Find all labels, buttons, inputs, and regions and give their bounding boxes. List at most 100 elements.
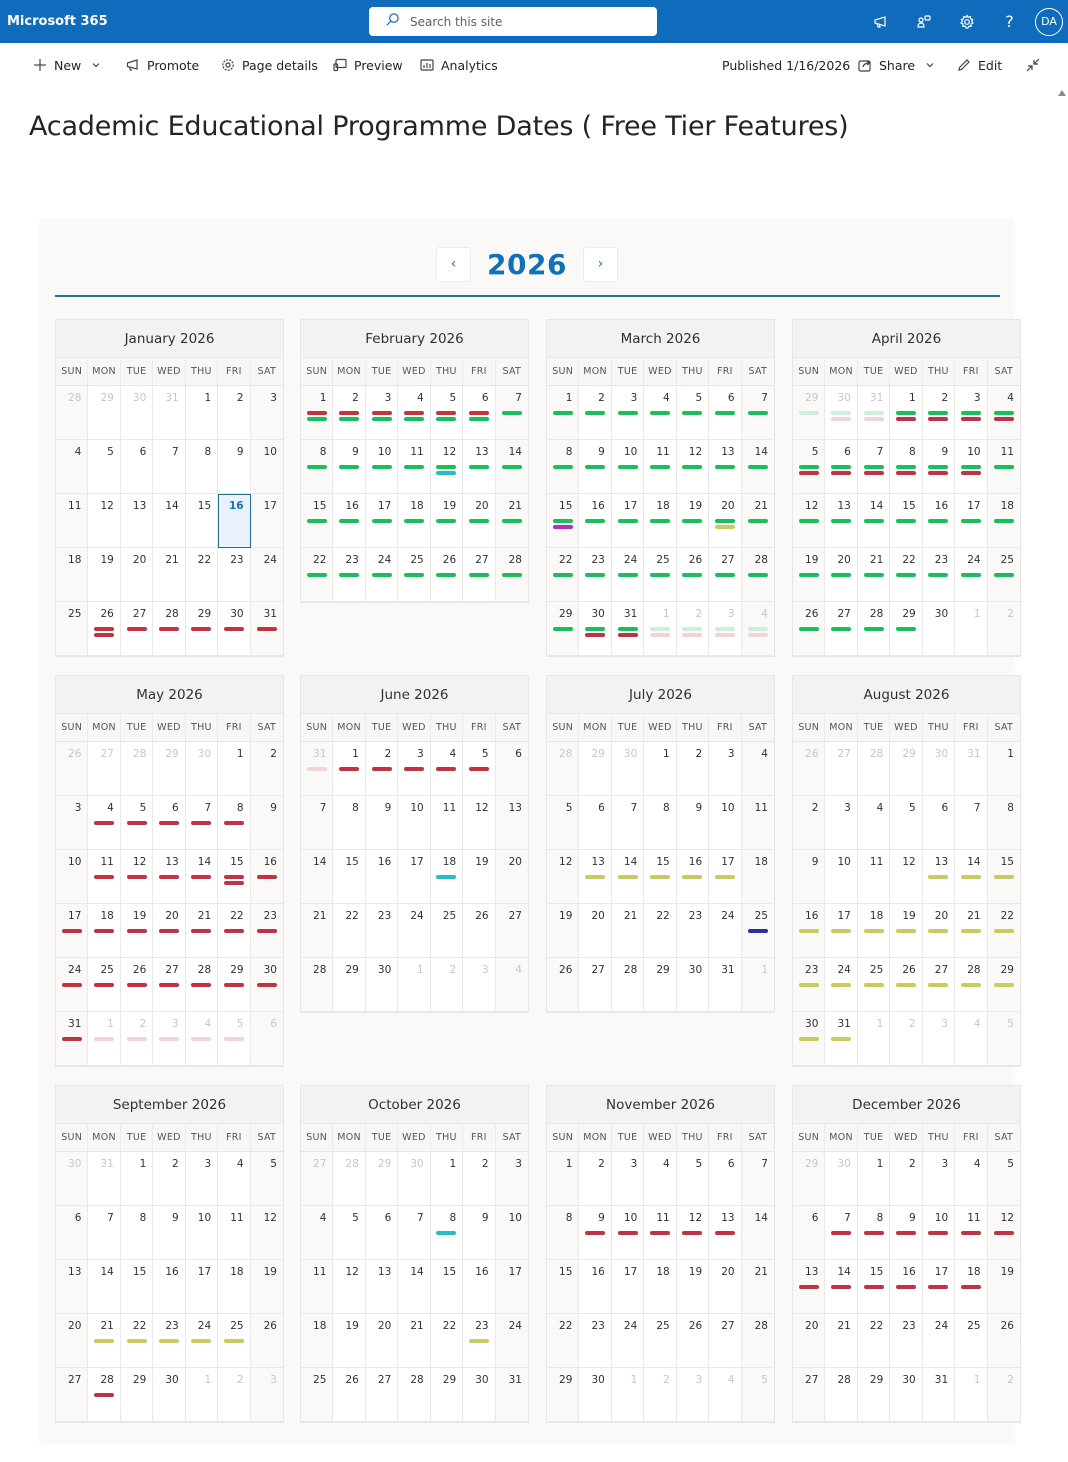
day-cell[interactable]: 8 (987, 796, 1020, 850)
day-cell[interactable]: 10 (709, 796, 742, 850)
day-cell[interactable]: 4 (398, 386, 431, 440)
day-cell[interactable]: 28 (398, 1368, 431, 1422)
day-cell[interactable]: 12 (987, 1206, 1020, 1260)
day-cell[interactable]: 30 (922, 602, 956, 656)
day-cell[interactable]: 7 (153, 440, 186, 494)
day-cell[interactable]: 28 (955, 958, 988, 1012)
day-cell[interactable]: 20 (495, 850, 528, 904)
day-cell[interactable]: 27 (120, 602, 154, 656)
day-cell[interactable]: 11 (218, 1206, 251, 1260)
day-cell[interactable]: 15 (301, 494, 334, 548)
event-bar[interactable] (993, 1231, 1014, 1235)
day-cell[interactable]: 4 (987, 386, 1020, 440)
day-cell[interactable]: 30 (611, 742, 645, 796)
event-bar[interactable] (831, 1037, 852, 1041)
day-cell[interactable]: 26 (793, 602, 826, 656)
day-cell[interactable]: 30 (579, 1368, 612, 1422)
event-bar[interactable] (928, 465, 949, 469)
day-cell[interactable]: 12 (890, 850, 923, 904)
day-cell[interactable]: 11 (430, 796, 464, 850)
day-cell[interactable]: 28 (301, 958, 334, 1012)
event-bar[interactable] (94, 1339, 115, 1343)
day-cell[interactable]: 23 (579, 1314, 612, 1368)
event-bar[interactable] (501, 519, 522, 523)
day-cell[interactable]: 9 (793, 850, 826, 904)
day-cell[interactable]: 22 (430, 1314, 464, 1368)
day-cell[interactable]: 27 (153, 958, 186, 1012)
analytics-button[interactable]: Analytics (420, 56, 498, 74)
day-cell[interactable]: 23 (333, 548, 366, 602)
day-cell[interactable]: 1 (301, 386, 334, 440)
day-cell[interactable]: 4 (301, 1206, 334, 1260)
event-bar[interactable] (339, 411, 360, 415)
day-cell[interactable]: 28 (495, 548, 528, 602)
event-bar[interactable] (993, 573, 1014, 577)
day-cell[interactable]: 19 (676, 1260, 710, 1314)
event-bar[interactable] (831, 929, 852, 933)
day-cell[interactable]: 13 (463, 440, 496, 494)
day-cell[interactable]: 30 (825, 1152, 858, 1206)
day-cell[interactable]: 21 (857, 548, 891, 602)
day-cell[interactable]: 13 (579, 850, 612, 904)
day-cell[interactable]: 14 (301, 850, 334, 904)
event-bar[interactable] (306, 573, 327, 577)
day-cell[interactable]: 2 (120, 1012, 154, 1066)
day-cell[interactable]: 18 (430, 850, 464, 904)
day-cell[interactable]: 24 (250, 548, 283, 602)
day-cell[interactable]: 24 (185, 1314, 219, 1368)
day-cell[interactable]: 2 (987, 1368, 1020, 1422)
day-cell[interactable]: 3 (676, 1368, 710, 1422)
event-bar[interactable] (158, 875, 179, 879)
day-cell[interactable]: 14 (741, 1206, 774, 1260)
day-cell[interactable]: 14 (495, 440, 528, 494)
day-cell[interactable]: 29 (153, 742, 186, 796)
day-cell[interactable]: 24 (709, 904, 742, 958)
day-cell[interactable]: 29 (547, 1368, 580, 1422)
event-bar[interactable] (895, 929, 916, 933)
day-cell[interactable]: 2 (218, 386, 251, 440)
event-bar[interactable] (993, 465, 1014, 469)
help-icon[interactable]: ? (1005, 12, 1014, 31)
day-cell[interactable]: 17 (611, 494, 645, 548)
day-cell[interactable]: 1 (741, 958, 774, 1012)
day-cell[interactable]: 11 (857, 850, 891, 904)
event-bar[interactable] (895, 983, 916, 987)
day-cell[interactable]: 1 (644, 742, 677, 796)
event-bar[interactable] (928, 573, 949, 577)
day-cell[interactable]: 21 (825, 1314, 858, 1368)
day-cell[interactable]: 3 (922, 1012, 956, 1066)
day-cell[interactable]: 7 (825, 1206, 858, 1260)
event-bar[interactable] (649, 573, 670, 577)
day-cell[interactable]: 23 (250, 904, 283, 958)
event-bar[interactable] (94, 821, 115, 825)
event-bar[interactable] (649, 627, 670, 631)
event-bar[interactable] (682, 573, 703, 577)
edit-button[interactable]: Edit (957, 56, 1002, 74)
event-bar[interactable] (552, 525, 573, 529)
day-cell[interactable]: 16 (922, 494, 956, 548)
day-cell[interactable]: 9 (463, 1206, 496, 1260)
event-bar[interactable] (960, 465, 981, 469)
day-cell[interactable]: 1 (857, 1012, 891, 1066)
day-cell[interactable]: 5 (120, 796, 154, 850)
day-cell[interactable]: 2 (793, 796, 826, 850)
event-bar[interactable] (158, 929, 179, 933)
day-cell[interactable]: 25 (955, 1314, 988, 1368)
day-cell[interactable]: 27 (825, 742, 858, 796)
day-cell[interactable]: 27 (709, 548, 742, 602)
event-bar[interactable] (585, 875, 606, 879)
day-cell[interactable]: 26 (250, 1314, 283, 1368)
day-cell[interactable]: 9 (579, 440, 612, 494)
day-cell[interactable]: 8 (547, 1206, 580, 1260)
day-cell[interactable]: 10 (611, 1206, 645, 1260)
event-bar[interactable] (714, 411, 735, 415)
event-bar[interactable] (126, 821, 147, 825)
app-launcher-brand[interactable]: Microsoft 365 (7, 14, 108, 29)
event-bar[interactable] (798, 471, 819, 475)
day-cell[interactable]: 28 (153, 602, 186, 656)
day-cell[interactable]: 31 (153, 386, 186, 440)
day-cell[interactable]: 30 (793, 1012, 826, 1066)
day-cell[interactable]: 22 (218, 904, 251, 958)
day-cell[interactable]: 27 (825, 602, 858, 656)
day-cell[interactable]: 19 (430, 494, 464, 548)
